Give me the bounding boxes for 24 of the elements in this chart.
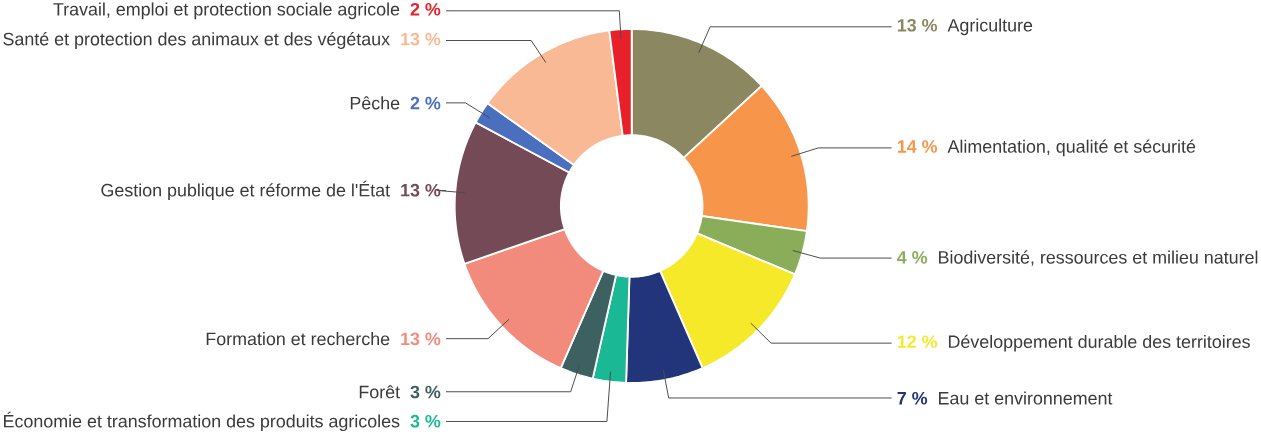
- slice-label: Alimentation, qualité et sécurité: [947, 139, 1196, 157]
- data-label: 13 %: [401, 32, 441, 46]
- slice-label: Développement durable des territoires: [948, 334, 1250, 352]
- slice-label: Santé et protection des animaux et des végétaux: [3, 32, 390, 50]
- slice-label: Travail, emploi et protection sociale agricole: [53, 2, 400, 20]
- slice-label: Économie et transformation des produits agricoles: [4, 412, 400, 432]
- data-label: 12 %: [897, 335, 938, 349]
- slice-label: Formation et recherche: [206, 332, 390, 346]
- slice-label: Forêt: [359, 385, 400, 399]
- slice-label: Agriculture: [947, 18, 1033, 36]
- data-label: 4 %: [897, 251, 928, 264]
- data-label: 13 %: [401, 332, 441, 346]
- data-label: 3 %: [410, 415, 441, 428]
- slice-label: Pêche: [350, 96, 400, 110]
- data-label: 14 %: [897, 140, 938, 153]
- slice-label: Gestion publique et réforme de l'État: [101, 181, 390, 201]
- slice-label: Eau et environnement: [939, 391, 1113, 405]
- data-label: 13 %: [401, 184, 441, 197]
- data-label: 13 %: [897, 19, 938, 32]
- data-label: 2 %: [410, 97, 441, 110]
- data-label: 7 %: [897, 392, 928, 405]
- slice-label: Biodiversité, ressources et milieu naturel: [939, 250, 1258, 267]
- data-label: 2 %: [410, 3, 441, 16]
- data-label: 3 %: [410, 385, 441, 399]
